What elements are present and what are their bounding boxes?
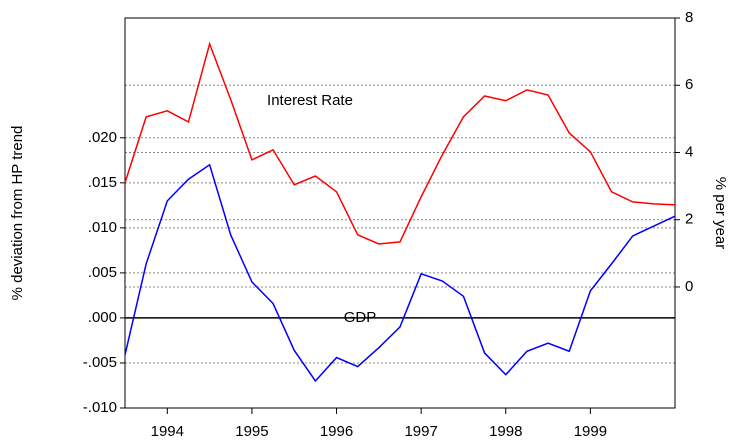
series-label: GDP <box>344 309 377 326</box>
x-tick-label: 1999 <box>574 423 607 440</box>
y2-tick-label: 6 <box>685 76 693 93</box>
series-line <box>124 163 676 383</box>
y-tick-label: .020 <box>88 129 117 146</box>
y-tick-label: .005 <box>88 264 117 281</box>
x-tick-label: 1995 <box>235 423 268 440</box>
y-tick-label: -.010 <box>83 399 117 416</box>
series-line <box>124 41 676 245</box>
y-tick-label: .015 <box>88 174 117 191</box>
y-axis-label: % deviation from HP trend <box>9 126 26 301</box>
y2-tick-label: 4 <box>685 143 693 160</box>
x-tick-label: 1996 <box>320 423 353 440</box>
plot-frame <box>124 17 676 409</box>
x-tick-label: 1994 <box>151 423 184 440</box>
y2-tick-label: 8 <box>685 9 693 26</box>
x-tick-label: 1997 <box>404 423 437 440</box>
y-tick-label: .010 <box>88 219 117 236</box>
series-label: Interest Rate <box>267 92 353 109</box>
y2-axis-label: % per year <box>712 177 729 250</box>
y2-tick-label: 2 <box>685 211 693 228</box>
y-tick-label: -.005 <box>83 354 117 371</box>
x-tick-label: 1998 <box>489 423 522 440</box>
y-tick-label: .000 <box>88 309 117 326</box>
y2-tick-label: 0 <box>685 278 693 295</box>
